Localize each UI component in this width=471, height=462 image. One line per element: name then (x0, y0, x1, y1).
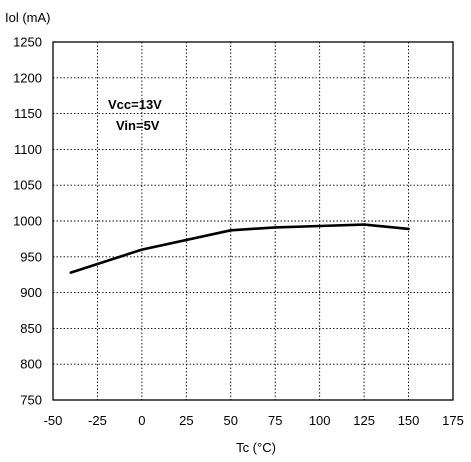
x-tick-label: 150 (398, 413, 420, 428)
x-tick-label: 100 (309, 413, 331, 428)
y-tick-label: 850 (20, 321, 42, 336)
x-tick-label: 175 (442, 413, 464, 428)
x-axis-title: Tc (°C) (236, 440, 276, 455)
x-tick-label: 50 (224, 413, 238, 428)
x-tick-labels: -50 -25 0 25 50 75 100 125 150 175 (44, 413, 464, 428)
x-tick-label: -50 (44, 413, 63, 428)
plot-frame (52, 41, 454, 401)
x-tick-label: 25 (179, 413, 193, 428)
y-tick-label: 1050 (13, 178, 42, 193)
y-tick-label: 1250 (13, 35, 42, 50)
x-tick-label: 0 (138, 413, 145, 428)
y-tick-label: 1100 (14, 142, 42, 157)
y-tick-label: 900 (20, 285, 42, 300)
vcc-annotation: Vcc=13V (108, 97, 162, 112)
y-tick-label: 1000 (13, 214, 42, 229)
vin-annotation: Vin=5V (116, 118, 160, 133)
grid-lines (53, 42, 453, 400)
y-axis-title: Iol (mA) (5, 10, 51, 25)
x-tick-label: 75 (268, 413, 282, 428)
y-tick-label: 750 (20, 393, 42, 408)
x-tick-label: -25 (88, 413, 107, 428)
x-tick-label: 125 (353, 413, 375, 428)
y-tick-labels: 750 800 850 900 950 1000 1050 1100 1150 1200 1250 (13, 35, 42, 408)
y-tick-label: 800 (20, 357, 42, 372)
iol-series-line (69, 223, 410, 274)
y-tick-label: 1200 (13, 70, 42, 85)
y-tick-label: 950 (20, 249, 42, 264)
y-tick-label: 1150 (14, 106, 42, 121)
